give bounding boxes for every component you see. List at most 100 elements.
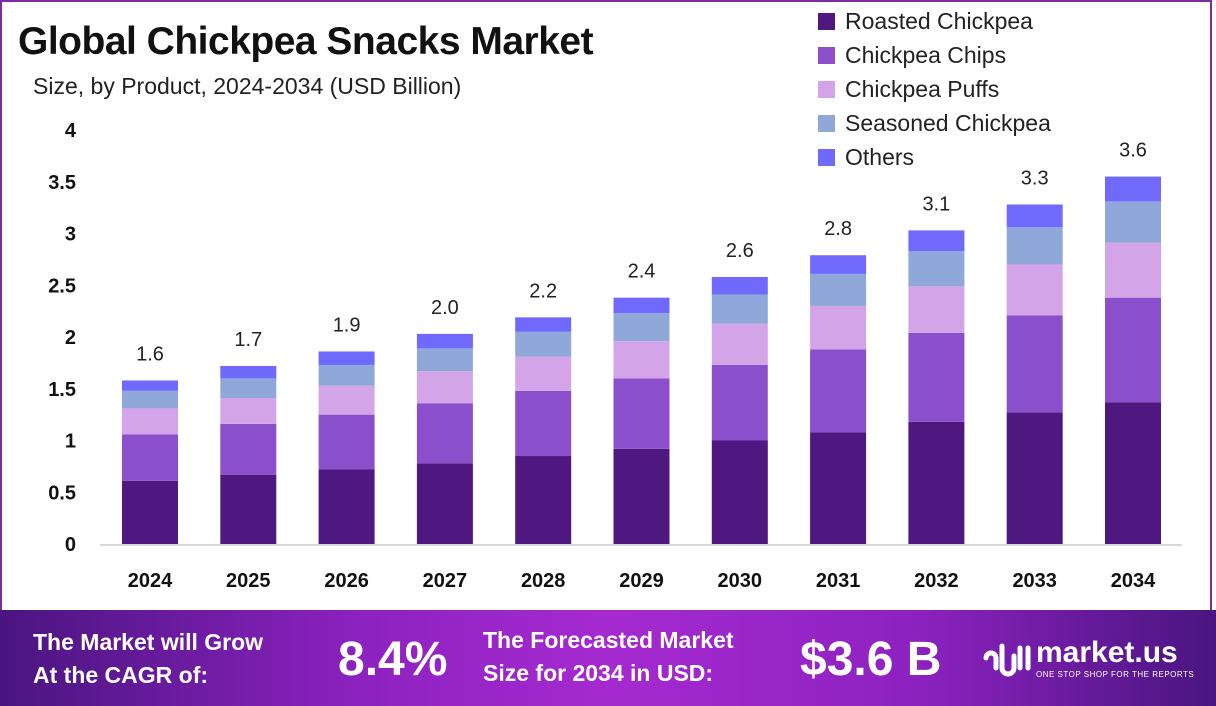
logo-tagline: ONE STOP SHOP FOR THE REPORTS xyxy=(1036,670,1195,679)
legend-label: Others xyxy=(845,143,915,170)
total-label: 1.6 xyxy=(136,343,164,365)
total-label: 2.0 xyxy=(431,297,459,319)
bar-segment-roasted-chickpea xyxy=(1105,402,1161,544)
y-tick-label: 2 xyxy=(65,327,76,349)
cagr-label-2: At the CAGR of: xyxy=(33,662,209,688)
x-tick-label: 2027 xyxy=(423,570,468,592)
forecast-value: $3.6 B xyxy=(800,633,942,686)
x-tick-label: 2031 xyxy=(816,570,861,592)
total-label: 2.6 xyxy=(726,240,754,262)
cagr-value: 8.4% xyxy=(338,633,448,686)
bar-segment-others xyxy=(318,351,375,365)
x-tick-label: 2033 xyxy=(1012,570,1057,592)
bar-segment-chickpea-chips xyxy=(122,434,178,481)
forecast-label-2: Size for 2034 in USD: xyxy=(483,660,714,686)
bar-segment-roasted-chickpea xyxy=(908,421,965,544)
total-label: 2.2 xyxy=(529,280,557,302)
x-tick-label: 2024 xyxy=(128,570,173,592)
bar-segment-chickpea-puffs xyxy=(1006,264,1063,316)
bar-segment-seasoned-chickpea xyxy=(711,294,768,324)
x-tick-label: 2030 xyxy=(718,570,763,592)
bar-segment-chickpea-puffs xyxy=(1105,242,1161,298)
bar-segment-chickpea-puffs xyxy=(318,385,375,415)
bar-segment-chickpea-chips xyxy=(711,364,768,441)
bar-segment-chickpea-chips xyxy=(515,390,572,457)
x-tick-label: 2028 xyxy=(521,570,566,592)
x-tick-label: 2029 xyxy=(619,570,664,592)
bar-segment-seasoned-chickpea xyxy=(1006,227,1063,265)
legend-item-others: Others xyxy=(818,140,1051,174)
logo-icon xyxy=(983,643,1031,676)
bar-segment-chickpea-puffs xyxy=(416,371,473,404)
bar-segment-seasoned-chickpea xyxy=(416,348,473,372)
chart-frame xyxy=(0,0,1212,610)
bar-segment-roasted-chickpea xyxy=(318,469,375,544)
legend-swatch xyxy=(818,114,835,132)
x-tick-label: 2025 xyxy=(226,570,271,592)
chart-subtitle: Size, by Product, 2024-2034 (USD Billion… xyxy=(33,73,462,99)
bar-segment-chickpea-chips xyxy=(810,349,867,433)
bar-segment-others xyxy=(1105,176,1161,202)
bar-segment-others xyxy=(122,380,178,391)
y-tick-label: 3 xyxy=(65,224,76,246)
legend-item-chips: Chickpea Chips xyxy=(818,38,1051,72)
total-label: 1.9 xyxy=(333,314,361,336)
total-label: 2.8 xyxy=(824,218,852,240)
y-tick-label: 0 xyxy=(65,534,76,556)
bar-segment-seasoned-chickpea xyxy=(122,390,178,409)
bar-segment-seasoned-chickpea xyxy=(908,251,965,287)
total-label: 3.6 xyxy=(1119,140,1147,162)
bar-segment-others xyxy=(810,255,867,274)
bar-segment-chickpea-chips xyxy=(220,423,277,475)
legend-label: Chickpea Puffs xyxy=(845,75,1000,102)
forecast-label-1: The Forecasted Market xyxy=(483,627,734,653)
cagr-label-1: The Market will Grow xyxy=(33,629,264,655)
bar-segment-roasted-chickpea xyxy=(220,474,277,544)
y-tick-label: 4 xyxy=(65,120,77,142)
bar-segment-chickpea-chips xyxy=(416,403,473,464)
bar-segment-roasted-chickpea xyxy=(122,480,178,544)
bar-segment-chickpea-chips xyxy=(1006,315,1063,413)
bar-segment-chickpea-puffs xyxy=(220,398,277,424)
legend-item-seasoned: Seasoned Chickpea xyxy=(818,106,1051,140)
bar-segment-roasted-chickpea xyxy=(515,456,572,544)
bar-segment-seasoned-chickpea xyxy=(1105,201,1161,243)
x-tick-label: 2026 xyxy=(324,570,369,592)
total-label: 2.4 xyxy=(628,261,656,283)
bar-segment-others xyxy=(613,297,670,314)
total-label: 1.7 xyxy=(234,329,262,351)
bar-segment-chickpea-puffs xyxy=(711,323,768,365)
total-label: 3.3 xyxy=(1021,168,1049,190)
bar-segment-seasoned-chickpea xyxy=(220,378,277,399)
legend-label: Seasoned Chickpea xyxy=(845,109,1051,136)
y-tick-label: 1 xyxy=(65,431,76,453)
bar-segment-seasoned-chickpea xyxy=(613,313,670,342)
bar-segment-roasted-chickpea xyxy=(1006,412,1063,544)
y-tick-label: 2.5 xyxy=(48,275,76,297)
bar-segment-chickpea-puffs xyxy=(613,341,670,379)
legend-swatch xyxy=(818,80,835,98)
legend-item-puffs: Chickpea Puffs xyxy=(818,72,1051,106)
chart-title: Global Chickpea Snacks Market xyxy=(18,20,594,63)
bar-segment-others xyxy=(1006,204,1063,228)
bar-segment-seasoned-chickpea xyxy=(318,364,375,386)
stacked-bar-chart: 0 0.5 1 1.5 2 2.5 3 3.5 4 1.6 2024 1.7 2025 1.9 2026 2.… xyxy=(48,120,1182,592)
bar-segment-roasted-chickpea xyxy=(711,440,768,544)
bar-segment-others xyxy=(711,276,768,295)
bar-segment-others xyxy=(220,365,277,379)
y-tick-label: 0.5 xyxy=(48,482,76,504)
bar-segment-chickpea-chips xyxy=(1105,297,1161,403)
legend-item-roasted: Roasted Chickpea xyxy=(818,4,1051,38)
bar-segment-seasoned-chickpea xyxy=(515,331,572,357)
bar-segment-chickpea-chips xyxy=(908,332,965,422)
bar-segment-chickpea-puffs xyxy=(908,286,965,333)
legend-swatch xyxy=(818,12,835,30)
bar-segment-others xyxy=(908,230,965,252)
y-tick-label: 3.5 xyxy=(48,172,76,194)
legend-swatch xyxy=(818,46,835,64)
legend-swatch xyxy=(818,148,835,166)
bar-segment-chickpea-chips xyxy=(318,414,375,470)
bar-segment-others xyxy=(515,317,572,332)
y-tick-label: 1.5 xyxy=(48,379,76,401)
legend-label: Roasted Chickpea xyxy=(845,7,1033,34)
